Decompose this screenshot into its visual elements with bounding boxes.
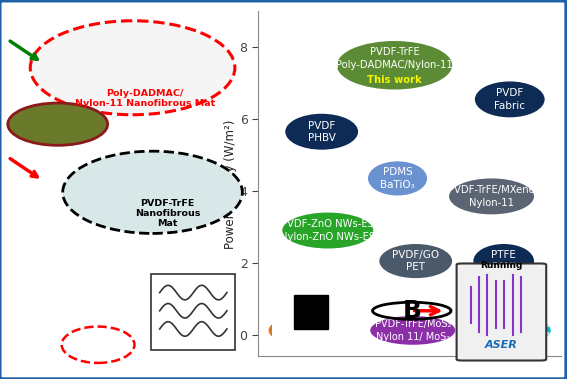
- FancyBboxPatch shape: [151, 274, 235, 350]
- Ellipse shape: [473, 244, 534, 278]
- Text: PVDF-TrFE
Poly-DADMAC/Nylon-11: PVDF-TrFE Poly-DADMAC/Nylon-11: [336, 47, 453, 70]
- Text: PDMS
BaTiO₃: PDMS BaTiO₃: [380, 167, 415, 190]
- Text: ASER: ASER: [485, 340, 518, 350]
- Bar: [272, 277, 350, 347]
- Ellipse shape: [449, 179, 534, 215]
- Ellipse shape: [8, 103, 108, 145]
- Ellipse shape: [30, 21, 235, 115]
- Ellipse shape: [337, 41, 452, 89]
- Text: PVDF-TrFE
Nanofibrous
Mat: PVDF-TrFE Nanofibrous Mat: [135, 199, 200, 229]
- Bar: [294, 295, 328, 329]
- Ellipse shape: [475, 316, 551, 345]
- Text: PVDF-TrFE/ZrO₂
Nylon 11/PMMA: PVDF-TrFE/ZrO₂ Nylon 11/PMMA: [475, 319, 551, 341]
- Ellipse shape: [282, 213, 373, 249]
- Text: PVDF
PHBV: PVDF PHBV: [308, 121, 336, 143]
- Text: PTFE
PANI: PTFE PANI: [491, 250, 516, 272]
- Text: Cement-TiO₂
PTFE: Cement-TiO₂ PTFE: [273, 319, 334, 341]
- Ellipse shape: [379, 244, 452, 278]
- Text: This work: This work: [367, 75, 422, 85]
- FancyBboxPatch shape: [456, 263, 546, 360]
- Text: PVDF/GO
PET: PVDF/GO PET: [392, 250, 439, 272]
- Ellipse shape: [269, 316, 338, 345]
- Text: Poly-DADMAC/
Nylon-11 Nanofibrous Mat: Poly-DADMAC/ Nylon-11 Nanofibrous Mat: [75, 89, 215, 108]
- Text: Running: Running: [480, 262, 523, 270]
- Ellipse shape: [370, 316, 455, 345]
- Text: PVDF-ZnO NWs-ES
Nylon-ZnO NWs-ES: PVDF-ZnO NWs-ES Nylon-ZnO NWs-ES: [280, 219, 375, 242]
- Text: PVDF-TrFE/MXene
Nylon-11: PVDF-TrFE/MXene Nylon-11: [448, 185, 535, 208]
- Ellipse shape: [285, 114, 358, 150]
- Ellipse shape: [368, 161, 427, 196]
- Text: PVDF
Fabric: PVDF Fabric: [494, 88, 525, 111]
- Text: PVDF-TrFE/MoS₂
Nylon 11/ MoS₂: PVDF-TrFE/MoS₂ Nylon 11/ MoS₂: [374, 319, 451, 341]
- Y-axis label: Power Density (W/m²): Power Density (W/m²): [224, 119, 237, 249]
- Ellipse shape: [63, 151, 242, 233]
- Text: B: B: [402, 299, 421, 323]
- Ellipse shape: [475, 81, 545, 117]
